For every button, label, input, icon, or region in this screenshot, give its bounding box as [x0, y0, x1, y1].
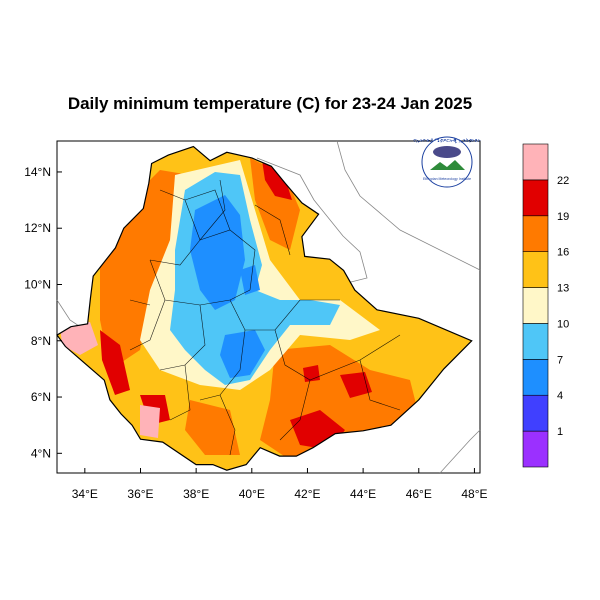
legend-label: 4: [557, 390, 563, 402]
map-title: Daily minimum temperature (C) for 23-24 …: [67, 94, 473, 113]
x-tick-label: 48°E: [461, 487, 487, 501]
y-axis: 14°N 12°N 10°N 8°N 6°N 4°N: [24, 165, 62, 460]
legend-swatch: [522, 251, 549, 288]
legend-swatch: [522, 143, 549, 181]
admin-boundaries: [129, 179, 401, 456]
ethiopia-border: [56, 145, 473, 471]
x-tick-label: 40°E: [239, 487, 265, 501]
y-tick-label: 6°N: [31, 390, 51, 404]
x-tick-label: 44°E: [350, 487, 376, 501]
logo-text-top: የኢትዮጵያ ሜቲዎሮሎጂ ኢንስቲትዩት: [413, 138, 481, 144]
legend-swatch: [522, 323, 549, 360]
legend-label: 16: [557, 247, 569, 259]
y-tick-label: 4°N: [31, 446, 51, 460]
x-tick-label: 36°E: [127, 487, 153, 501]
institute-logo: የኢትዮጵያ ሜቲዎሮሎጂ ኢንስቲትዩት Ethiopian Meteorol…: [413, 136, 481, 188]
x-tick-label: 34°E: [72, 487, 98, 501]
legend-swatch: [522, 215, 549, 252]
y-tick-label: 14°N: [24, 165, 51, 179]
legend-swatch: [522, 287, 549, 324]
legend-swatch: [522, 359, 549, 396]
x-tick-label: 46°E: [406, 487, 432, 501]
legend-swatch: [522, 394, 549, 432]
legend-label: 19: [557, 211, 569, 223]
legend-label: 13: [557, 283, 569, 295]
legend-swatch: [522, 179, 549, 217]
x-tick-label: 38°E: [183, 487, 209, 501]
x-tick-label: 42°E: [294, 487, 320, 501]
y-tick-label: 12°N: [24, 221, 51, 235]
y-tick-label: 8°N: [31, 334, 51, 348]
y-tick-label: 10°N: [24, 277, 51, 291]
logo-text-bottom: Ethiopian Meteorology Institute: [423, 177, 471, 181]
legend-label: 10: [557, 318, 569, 330]
legend-label: 7: [557, 354, 563, 366]
x-axis: 34°E 36°E 38°E 40°E 42°E 44°E 46°E 48°E: [72, 468, 488, 501]
legend-label: 1: [557, 426, 563, 438]
legend-label: 22: [557, 175, 569, 187]
legend-swatch: [522, 430, 549, 468]
